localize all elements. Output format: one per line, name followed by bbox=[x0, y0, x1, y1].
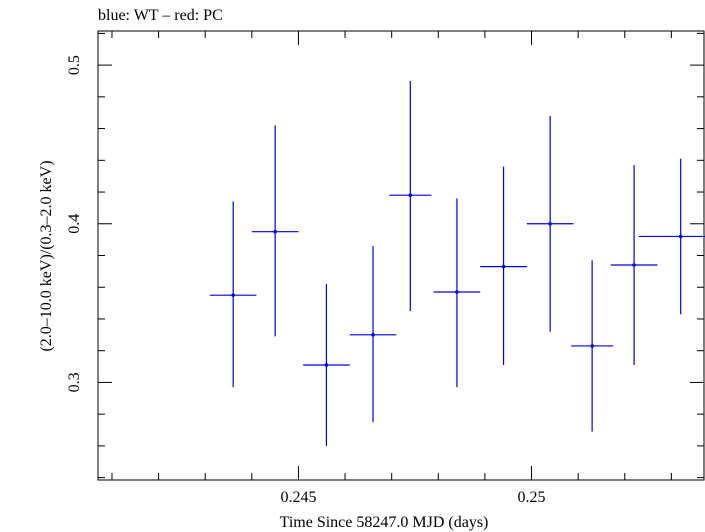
point-marker bbox=[548, 221, 552, 226]
data-point bbox=[610, 165, 658, 365]
point-marker bbox=[273, 229, 277, 234]
point-marker bbox=[501, 264, 506, 269]
data-point bbox=[480, 166, 527, 365]
data-points bbox=[209, 80, 705, 446]
x-tick-label: 0.245 bbox=[280, 489, 316, 506]
y-axis-label: (2.0–10.0 keV)/(0.3–2.0 keV) bbox=[38, 160, 55, 351]
y-tick-label: 0.3 bbox=[66, 372, 83, 392]
data-point bbox=[251, 125, 299, 337]
point-marker bbox=[455, 290, 459, 294]
x-tick-label: 0.25 bbox=[518, 489, 546, 506]
data-point bbox=[209, 201, 257, 388]
point-marker bbox=[231, 293, 235, 297]
point-marker bbox=[678, 234, 683, 239]
plot-area-frame bbox=[97, 30, 705, 481]
point-marker bbox=[408, 193, 413, 198]
point-marker bbox=[371, 333, 375, 337]
data-point bbox=[303, 284, 350, 446]
point-marker bbox=[324, 363, 329, 367]
data-point bbox=[571, 260, 614, 432]
chart-title: blue: WT – red: PC bbox=[98, 7, 223, 24]
axis-tick-labels: 0.245 0.25 0.3 0.4 0.5 bbox=[66, 55, 546, 506]
y-tick-label: 0.5 bbox=[66, 55, 83, 75]
data-point bbox=[638, 158, 705, 315]
y-tick-label: 0.4 bbox=[66, 214, 83, 234]
data-point bbox=[526, 115, 574, 332]
data-point bbox=[389, 80, 432, 312]
data-point bbox=[349, 245, 397, 423]
data-point bbox=[433, 198, 481, 388]
axis-ticks bbox=[98, 31, 704, 480]
point-marker bbox=[590, 344, 594, 348]
x-axis-label: Time Since 58247.0 MJD (days) bbox=[280, 514, 489, 531]
point-marker bbox=[632, 263, 636, 267]
